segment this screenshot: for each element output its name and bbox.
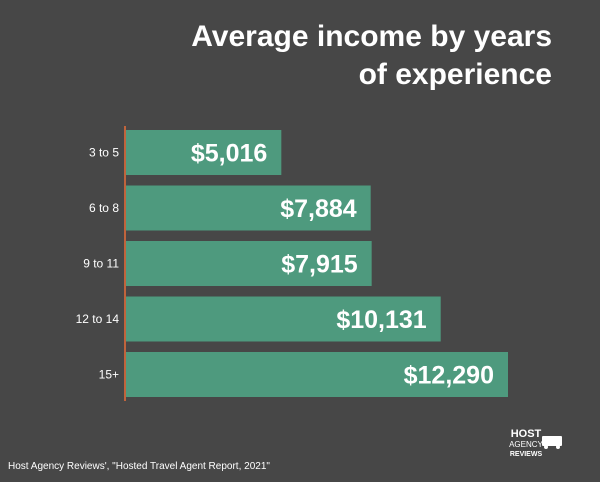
bar-value-label: $10,131 [336, 306, 426, 334]
logo-bus-wheel-icon [544, 445, 548, 449]
logo-bus-icon [542, 436, 562, 446]
bar-value-label: $7,915 [281, 251, 358, 279]
logo-text-agency: AGENCY [509, 440, 543, 449]
category-tick-label: 15+ [99, 368, 119, 382]
bar [125, 241, 372, 286]
category-tick-label: 3 to 5 [89, 146, 119, 160]
bar [125, 296, 441, 342]
category-tick-label: 6 to 8 [89, 201, 119, 215]
chart-title-line-2: of experience [358, 58, 552, 91]
bar [125, 130, 282, 175]
bar [125, 185, 371, 231]
bar-value-label: $5,016 [191, 140, 267, 168]
logo-text-host: HOST [511, 428, 542, 440]
bar-value-label: $7,884 [280, 195, 357, 223]
category-tick-label: 12 to 14 [76, 312, 120, 326]
logo-text-reviews: REVIEWS [510, 451, 543, 458]
host-agency-reviews-logo: HOST AGENCY REVIEWS [509, 428, 562, 458]
source-note: Host Agency Reviews', "Hosted Travel Age… [8, 461, 270, 472]
bar-value-label: $12,290 [404, 362, 494, 390]
chart-title-line-1: Average income by years [191, 20, 552, 53]
category-tick-label: 9 to 11 [83, 257, 119, 271]
logo-bus-wheel-icon [556, 445, 560, 449]
chart-title: Average income by years of experience [112, 18, 552, 94]
bar [125, 352, 508, 397]
